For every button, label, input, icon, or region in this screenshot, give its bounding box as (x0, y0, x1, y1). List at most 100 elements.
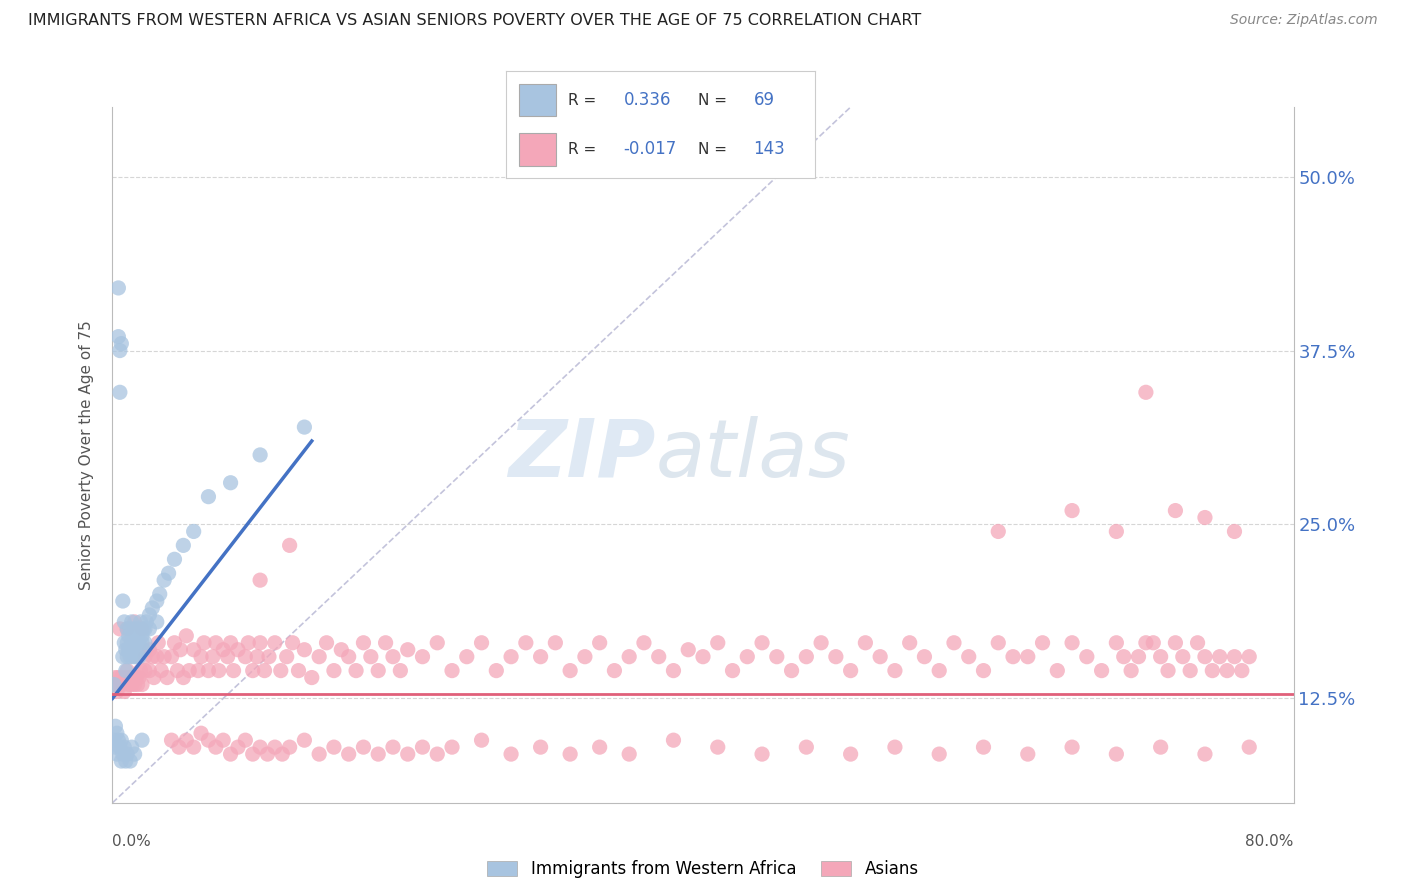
Point (242, 664, 264, 678)
Point (138, 664, 160, 678)
Point (107, 671, 129, 685)
Point (957, 649, 980, 664)
Point (249, 448, 271, 462)
Point (134, 622, 156, 636)
Point (172, 538, 194, 552)
Point (107, 733, 129, 747)
Point (148, 636, 170, 650)
Point (107, 281, 129, 295)
Point (153, 649, 176, 664)
Point (352, 740, 374, 755)
Point (124, 636, 146, 650)
Text: -0.017: -0.017 (624, 141, 676, 159)
Point (278, 538, 301, 552)
Point (647, 649, 671, 664)
Point (129, 664, 152, 678)
Point (146, 594, 169, 608)
Point (337, 649, 360, 664)
Point (281, 636, 304, 650)
Point (278, 740, 301, 755)
Point (246, 649, 269, 664)
Point (150, 664, 173, 678)
Point (1157, 664, 1180, 678)
Point (190, 726, 212, 740)
Text: IMMIGRANTS FROM WESTERN AFRICA VS ASIAN SENIORS POVERTY OVER THE AGE OF 75 CORRE: IMMIGRANTS FROM WESTERN AFRICA VS ASIAN … (28, 13, 921, 29)
Point (382, 649, 405, 664)
Point (124, 677, 146, 691)
Point (111, 747, 134, 761)
Point (105, 747, 128, 761)
Point (367, 747, 389, 761)
Point (117, 747, 138, 761)
Point (141, 601, 163, 615)
Point (1208, 649, 1232, 664)
Point (751, 636, 773, 650)
Point (1135, 636, 1157, 650)
Point (127, 622, 149, 636)
Point (132, 622, 155, 636)
Point (131, 677, 153, 691)
Point (108, 677, 131, 691)
Point (441, 664, 464, 678)
Point (219, 636, 242, 650)
Point (219, 475, 242, 490)
Point (1223, 524, 1246, 539)
Point (131, 636, 153, 650)
Text: 143: 143 (754, 141, 786, 159)
Point (1164, 636, 1187, 650)
Point (1201, 664, 1223, 678)
Point (104, 719, 127, 733)
Point (114, 671, 136, 685)
Point (330, 642, 353, 657)
Point (108, 740, 131, 755)
Point (839, 747, 862, 761)
Point (292, 733, 315, 747)
Point (205, 636, 228, 650)
Point (193, 636, 215, 650)
Point (1119, 664, 1142, 678)
Point (242, 747, 264, 761)
Point (1105, 524, 1128, 539)
Point (222, 664, 245, 678)
Point (292, 642, 315, 657)
Point (105, 726, 128, 740)
Point (156, 671, 179, 685)
Point (515, 636, 537, 650)
Point (1142, 636, 1164, 650)
Point (256, 747, 278, 761)
Point (884, 664, 907, 678)
Text: atlas: atlas (655, 416, 851, 494)
Point (973, 740, 995, 755)
Point (121, 740, 143, 755)
Point (603, 664, 626, 678)
Point (308, 747, 330, 761)
Point (619, 747, 641, 761)
Point (914, 649, 936, 664)
Point (426, 747, 449, 761)
Point (121, 615, 143, 629)
Point (706, 636, 728, 650)
Point (233, 733, 256, 747)
Text: 80.0%: 80.0% (1246, 834, 1294, 849)
Point (751, 747, 773, 761)
Point (1076, 649, 1098, 664)
Point (138, 607, 160, 622)
Text: Source: ZipAtlas.com: Source: ZipAtlas.com (1230, 13, 1378, 28)
Point (226, 740, 249, 755)
Point (105, 684, 128, 698)
Point (111, 594, 134, 608)
Point (928, 747, 950, 761)
Point (1194, 747, 1216, 761)
Point (839, 664, 862, 678)
Point (117, 636, 138, 650)
Point (111, 677, 134, 691)
Point (135, 615, 157, 629)
Point (120, 622, 142, 636)
Point (264, 636, 287, 650)
Point (780, 664, 803, 678)
Point (987, 636, 1010, 650)
Point (276, 649, 298, 664)
Point (396, 642, 419, 657)
Point (118, 629, 141, 643)
Point (1112, 649, 1135, 664)
